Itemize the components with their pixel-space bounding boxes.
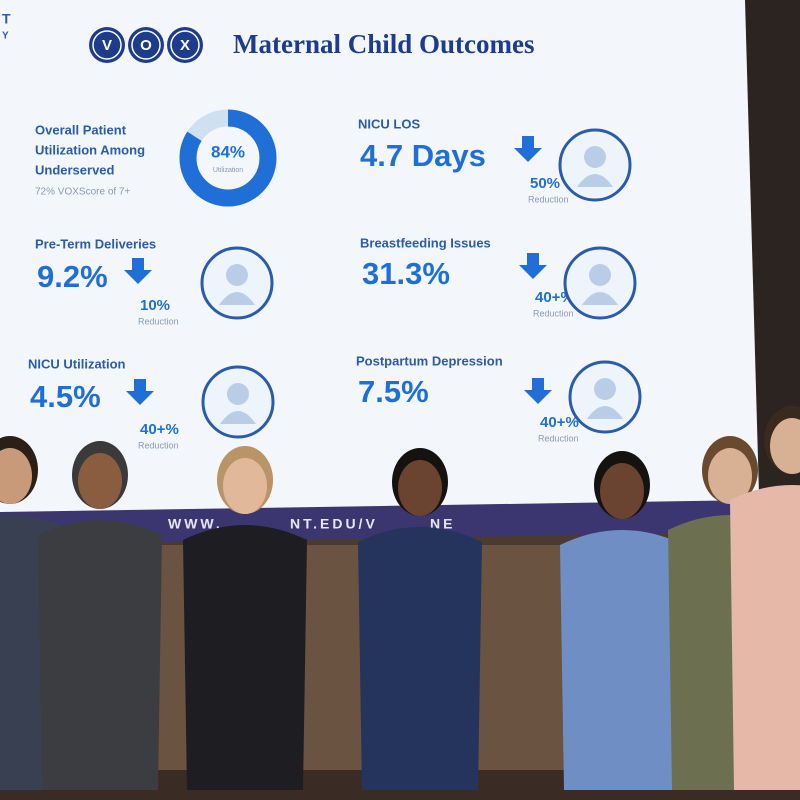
panelist	[183, 446, 307, 790]
panelist	[358, 448, 482, 790]
change-note: Reduction	[533, 308, 574, 318]
metric-value: 4.7 Days	[360, 138, 486, 173]
metric-note: 72% VOXScore of 7+	[35, 187, 130, 198]
icon-figure	[587, 406, 623, 419]
metric-label: NICU LOS	[358, 116, 420, 131]
change-note: Reduction	[528, 194, 569, 204]
down-arrow	[124, 258, 152, 284]
change-value: 40+%	[140, 421, 179, 438]
brand-ring	[131, 30, 161, 60]
panelist-face	[0, 448, 32, 504]
change-note: Reduction	[538, 433, 579, 443]
brand-circle	[128, 27, 164, 63]
brand-circle	[167, 27, 203, 63]
panelist-face	[78, 453, 122, 509]
brand-letter: O	[140, 37, 152, 54]
panelist-face	[708, 448, 752, 504]
change-value: 40+%	[540, 414, 579, 431]
down-arrow	[514, 136, 542, 162]
brand-letter: X	[180, 37, 190, 54]
icon-figure	[577, 174, 613, 187]
metric-label: Pre-Term Deliveries	[35, 236, 156, 251]
banner-text: WWW.	[168, 516, 223, 532]
metric-label: Postpartum Depression	[356, 353, 503, 368]
metric-label: Utilization Among	[35, 142, 145, 157]
icon-figure	[219, 292, 255, 305]
brand-circle	[89, 27, 125, 63]
icon-figure	[589, 264, 611, 286]
donut-arc	[179, 109, 277, 207]
panelist-face	[600, 463, 644, 519]
banner-text: NT.EDU/V	[290, 516, 378, 532]
metric-label: NICU Utilization	[28, 356, 126, 371]
donut-value: 84%	[211, 142, 245, 161]
icon-figure	[226, 264, 248, 286]
change-note: Reduction	[138, 440, 179, 450]
change-value: 50%	[530, 175, 560, 192]
panelist	[730, 406, 800, 790]
down-arrow	[524, 378, 552, 404]
metric-value: 4.5%	[30, 379, 101, 414]
panelist-face	[398, 460, 442, 516]
metric-label: Underserved	[35, 162, 115, 177]
banner-text: NE	[430, 516, 455, 532]
metric-label: Overall Patient	[35, 122, 127, 137]
panelist-face	[223, 458, 267, 514]
slide-banner	[0, 500, 760, 545]
change-value: 10%	[140, 297, 170, 314]
icon-figure	[220, 411, 256, 424]
brand-ring	[170, 30, 200, 60]
logo-fragment: Y	[2, 31, 9, 42]
panelist-body	[38, 520, 162, 790]
brand-ring	[92, 30, 122, 60]
donut-caption: Utilization	[213, 167, 243, 174]
panelist-face	[770, 418, 800, 474]
metric-value: 9.2%	[37, 259, 108, 294]
change-value: 40+%	[535, 289, 574, 306]
panelist-body	[358, 527, 482, 790]
brand-letter: V	[102, 37, 112, 54]
panelist-body	[183, 525, 307, 790]
change-note: Reduction	[138, 316, 179, 326]
metric-value: 7.5%	[358, 374, 429, 409]
down-arrow	[519, 253, 547, 279]
panelist	[560, 451, 684, 790]
down-arrow	[126, 379, 154, 405]
panelist-body	[730, 485, 800, 790]
icon-figure	[227, 383, 249, 405]
icon-figure	[584, 146, 606, 168]
metric-label: Breastfeeding Issues	[360, 235, 491, 250]
panelist	[38, 441, 162, 790]
icon-figure	[594, 378, 616, 400]
slide-title: Maternal Child Outcomes	[233, 29, 534, 59]
panelist-body	[560, 530, 684, 790]
logo-fragment: T	[2, 11, 11, 27]
metric-value: 31.3%	[362, 256, 450, 291]
icon-figure	[582, 292, 618, 305]
